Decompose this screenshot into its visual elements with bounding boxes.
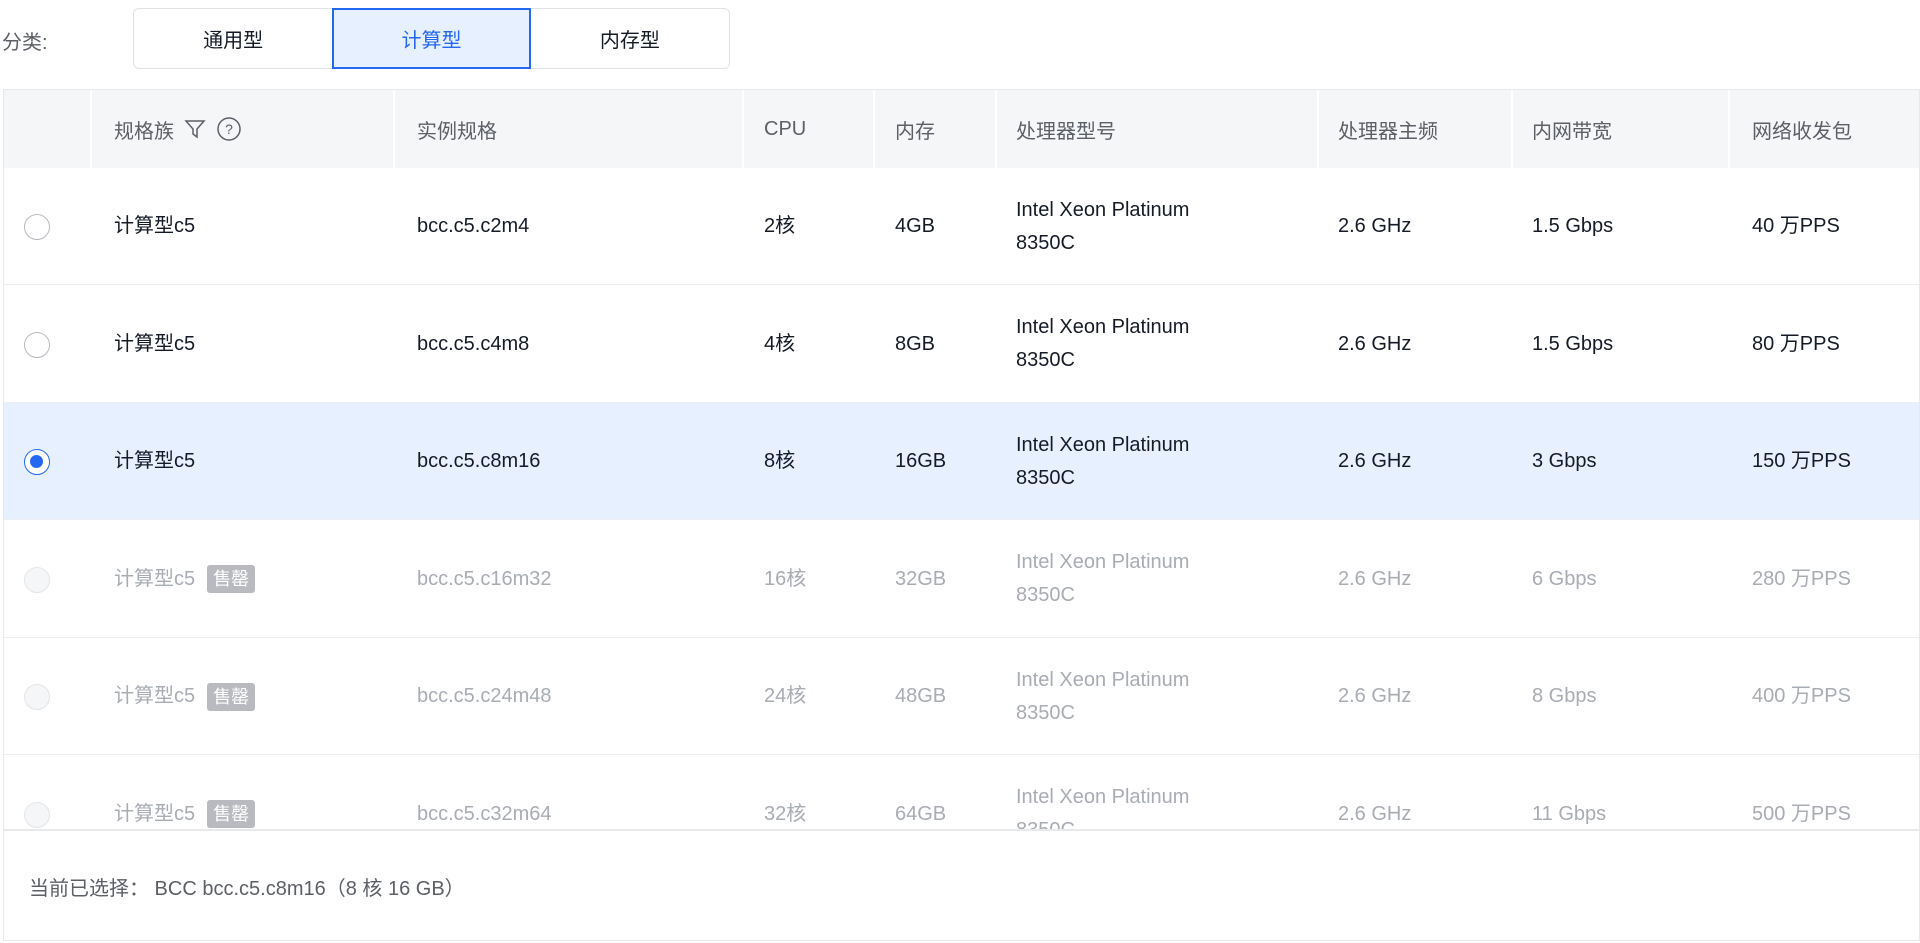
selection-summary: 当前已选择： BCC bcc.c5.c8m16（8 核 16 GB） <box>4 829 1919 940</box>
row-cpu: 4核 <box>764 332 796 355</box>
row-radio <box>24 684 50 710</box>
table-row: 计算型c5 售罄 bcc.c5.c16m32 16核 32GB Intel Xeon Pl… <box>4 521 1919 638</box>
row-spec: bcc.c5.c32m64 <box>417 802 552 825</box>
category-general-button[interactable]: 通用型 <box>203 30 264 52</box>
row-frequency: 2.6 GHz <box>1338 215 1412 237</box>
table-header: 规格族 ? 实例规格 CPU 内存 处理器型号 处理器主频 内网带宽 网络收发包 <box>4 90 1919 168</box>
header-spec: 实例规格 <box>417 120 497 143</box>
header-bandwidth: 内网带宽 <box>1532 120 1612 143</box>
table-row[interactable]: 计算型c5 bcc.c5.c4m8 4核 8GB Intel Xeon Platinum… <box>4 286 1919 403</box>
category-memory-button[interactable]: 内存型 <box>599 30 660 52</box>
row-pps: 400 万PPS <box>1752 685 1851 707</box>
question-circle-icon[interactable]: ? <box>216 116 242 142</box>
row-processor: Intel Xeon Platinum 8350C <box>1016 433 1190 489</box>
header-memory: 内存 <box>895 120 935 143</box>
row-frequency: 2.6 GHz <box>1338 450 1412 472</box>
row-frequency: 2.6 GHz <box>1338 332 1412 355</box>
row-pps: 80 万PPS <box>1752 332 1840 355</box>
row-memory: 8GB <box>895 332 936 355</box>
row-pps: 40 万PPS <box>1752 215 1840 237</box>
row-frequency: 2.6 GHz <box>1338 567 1412 590</box>
row-processor: Intel Xeon Platinum 8350C <box>1016 668 1190 724</box>
row-frequency: 2.6 GHz <box>1338 802 1412 825</box>
category-segmented-control: 通用型 计算型 内存型 <box>133 8 730 69</box>
row-family: 计算型c5 <box>114 332 196 355</box>
sold-out-badge: 售罄 <box>207 800 256 828</box>
header-pps: 网络收发包 <box>1752 120 1852 143</box>
row-bandwidth: 6 Gbps <box>1532 567 1597 590</box>
row-frequency: 2.6 GHz <box>1338 685 1412 707</box>
row-radio[interactable] <box>24 449 50 475</box>
row-bandwidth: 3 Gbps <box>1532 450 1597 472</box>
table-row[interactable]: 计算型c5 bcc.c5.c8m16 8核 16GB Intel Xeon Platin… <box>4 403 1919 520</box>
row-radio[interactable] <box>24 331 50 358</box>
row-memory: 64GB <box>895 802 947 825</box>
header-cpu: CPU <box>764 117 807 140</box>
row-family: 计算型c5 <box>114 450 196 472</box>
table-row[interactable]: 计算型c5 bcc.c5.c2m4 2核 4GB Intel Xeon Platinum… <box>4 168 1919 285</box>
row-processor: Intel Xeon Platinum 8350C <box>1016 551 1190 606</box>
row-spec: bcc.c5.c4m8 <box>417 332 530 355</box>
svg-text:?: ? <box>225 121 233 137</box>
instance-spec-table: 规格族 ? 实例规格 CPU 内存 处理器型号 处理器主频 内网带宽 网络收发包… <box>3 89 1920 941</box>
row-bandwidth: 11 Gbps <box>1532 802 1607 825</box>
table-row: 计算型c5 售罄 bcc.c5.c24m48 24核 48GB Intel Xeon Pl… <box>4 638 1919 755</box>
row-cpu: 8核 <box>764 450 796 472</box>
row-processor: Intel Xeon Platinum 8350C <box>1016 316 1190 371</box>
row-bandwidth: 1.5 Gbps <box>1532 332 1614 355</box>
row-memory: 16GB <box>895 450 947 472</box>
row-pps: 150 万PPS <box>1752 450 1851 472</box>
row-pps: 500 万PPS <box>1752 802 1851 825</box>
header-frequency: 处理器主频 <box>1338 120 1438 143</box>
row-bandwidth: 1.5 Gbps <box>1532 215 1614 237</box>
category-label: 分类: <box>2 32 48 54</box>
row-memory: 4GB <box>895 215 936 237</box>
row-spec: bcc.c5.c16m32 <box>417 567 552 590</box>
row-radio <box>24 566 50 593</box>
row-pps: 280 万PPS <box>1752 567 1851 590</box>
row-family: 计算型c5 <box>114 802 196 825</box>
row-family: 计算型c5 <box>114 215 196 237</box>
row-bandwidth: 8 Gbps <box>1532 685 1597 707</box>
row-spec: bcc.c5.c8m16 <box>417 450 541 472</box>
row-family: 计算型c5 <box>114 567 196 590</box>
filter-icon[interactable] <box>184 118 206 140</box>
row-radio <box>24 801 50 828</box>
row-memory: 32GB <box>895 567 947 590</box>
header-processor: 处理器型号 <box>1016 120 1116 143</box>
row-cpu: 32核 <box>764 802 807 825</box>
category-compute-button[interactable]: 计算型 <box>332 8 531 69</box>
row-family: 计算型c5 <box>114 685 196 707</box>
sold-out-badge: 售罄 <box>207 565 256 593</box>
row-spec: bcc.c5.c24m48 <box>417 685 552 707</box>
header-family: 规格族 <box>114 120 174 143</box>
row-memory: 48GB <box>895 685 947 707</box>
sold-out-badge: 售罄 <box>207 682 256 711</box>
row-processor: Intel Xeon Platinum 8350C <box>1016 198 1190 254</box>
row-cpu: 24核 <box>764 685 807 707</box>
row-cpu: 2核 <box>764 215 796 237</box>
row-cpu: 16核 <box>764 567 807 590</box>
table-row: 计算型c5 售罄 bcc.c5.c32m64 32核 64GB Intel Xeon Pl… <box>4 756 1919 873</box>
row-spec: bcc.c5.c2m4 <box>417 215 530 237</box>
row-radio[interactable] <box>24 214 50 240</box>
